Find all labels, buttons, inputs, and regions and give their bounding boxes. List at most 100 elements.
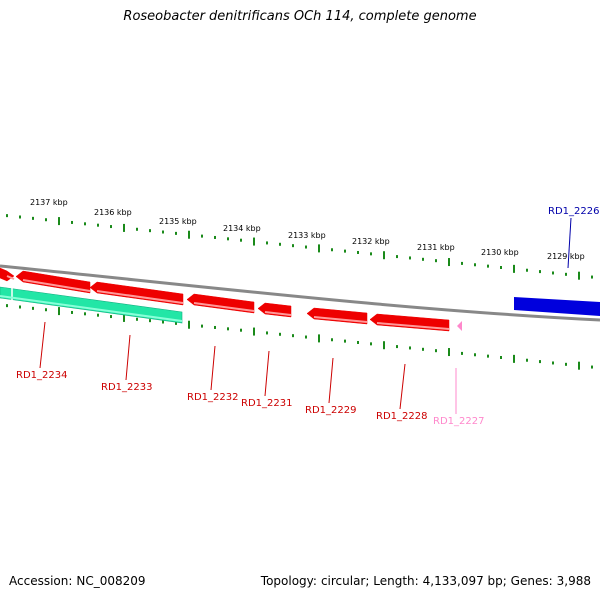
inner-tick: [71, 310, 73, 314]
inner-tick: [19, 305, 21, 309]
inner-tick: [97, 313, 99, 317]
inner-tick: [552, 361, 554, 365]
outer-tick: [58, 217, 60, 226]
accession-value: NC_008209: [76, 574, 146, 588]
outer-tick: [279, 242, 281, 246]
gene-label: RD1_2228: [376, 411, 427, 422]
inner-tick: [162, 320, 164, 324]
inner-tick: [591, 365, 593, 369]
outer-tick: [175, 231, 177, 235]
kbp-label: 2133 kbp: [288, 231, 326, 240]
gene-RD1_2231-shade: [264, 311, 292, 316]
gene-RD1_2233-shade: [96, 290, 184, 304]
inner-tick: [266, 331, 268, 335]
outer-tick: [292, 244, 294, 248]
outer-tick: [383, 251, 385, 260]
outer-tick: [266, 241, 268, 245]
gene-RD1_2228-shade: [376, 322, 450, 330]
outer-tick: [149, 229, 151, 233]
outer-tick: [305, 245, 307, 249]
outer-tick: [45, 218, 47, 222]
kbp-label: 2131 kbp: [417, 243, 455, 252]
inner-tick: [188, 320, 190, 329]
gene-label-leader: [39, 321, 46, 369]
outer-tick: [409, 256, 411, 260]
kbp-label: 2135 kbp: [159, 217, 197, 226]
kbp-label: 2137 kbp: [30, 198, 68, 207]
gene-label: RD1_2234: [16, 370, 67, 381]
gene-label: RD1_2233: [101, 382, 152, 393]
gene-label-leader: [399, 363, 406, 410]
inner-tick: [383, 341, 385, 350]
inner-tick: [58, 307, 60, 316]
inner-tick: [513, 354, 515, 363]
gene-label: RD1_2232: [187, 392, 238, 403]
inner-tick: [292, 334, 294, 338]
gene-RD1_2232-shade: [193, 302, 255, 312]
outer-tick: [487, 264, 489, 268]
inner-tick: [331, 338, 333, 342]
inner-tick: [123, 313, 125, 322]
outer-tick: [370, 252, 372, 256]
outer-tick: [227, 237, 229, 241]
outer-tick: [591, 275, 593, 279]
outer-tick: [500, 266, 502, 269]
kbp-label: 2132 kbp: [352, 237, 390, 246]
outer-tick: [461, 261, 463, 265]
outer-tick: [357, 250, 359, 254]
kbp-label-group: 2137 kbp 2136 kbp 2135 kbp 2134 kbp 2133 kbp…: [30, 198, 585, 261]
gene-RD1_2234-shade: [22, 279, 91, 292]
map-title: Roseobacter denitrificans OCh 114, compl…: [123, 9, 477, 24]
inner-tick: [240, 328, 242, 332]
gene-label-leader: [125, 334, 131, 381]
inner-tick: [422, 347, 424, 351]
outer-tick: [253, 237, 255, 246]
gene-label-leader: [567, 217, 572, 269]
inner-tick: [435, 349, 437, 353]
gene-RD1_2229-shade: [313, 316, 368, 323]
genome-backbone: [0, 264, 600, 322]
outer-tick: [448, 258, 450, 267]
outer-tick-track: [6, 214, 593, 280]
inner-tick: [487, 354, 489, 358]
inner-tick: [32, 306, 34, 310]
gene-label-leader: [210, 345, 216, 391]
inner-tick: [6, 304, 8, 308]
inner-tick: [175, 321, 177, 325]
outer-tick: [188, 230, 190, 239]
outer-tick: [552, 271, 554, 275]
outer-tick: [526, 268, 528, 272]
gene-label-leader: [328, 357, 334, 404]
inner-tick: [279, 332, 281, 336]
inner-tick: [461, 351, 463, 355]
outer-tick: [240, 238, 242, 242]
inner-tick: [344, 339, 346, 343]
inner-tick: [578, 361, 580, 370]
outer-tick: [344, 249, 346, 253]
topology-value: circular;: [320, 574, 370, 588]
outer-tick: [162, 230, 164, 234]
inner-tick: [136, 317, 138, 321]
gene-label-leader: [264, 350, 270, 397]
outer-tick: [123, 223, 125, 232]
genes-label: Genes:: [510, 574, 553, 588]
outer-tick: [578, 271, 580, 280]
inner-tick: [201, 324, 203, 328]
outer-tick: [97, 223, 99, 227]
inner-tick-track: [6, 304, 593, 370]
kbp-label: 2130 kbp: [481, 248, 519, 257]
outer-tick: [201, 234, 203, 238]
gene-feature-group: [0, 267, 600, 332]
topology-label: Topology:: [260, 574, 317, 588]
inner-tick: [565, 362, 567, 366]
gene-RD1_2235-shade: [6, 275, 15, 280]
outer-tick: [331, 248, 333, 252]
outer-tick: [565, 272, 567, 276]
accession-info: Accession: NC_008209: [9, 574, 146, 588]
outer-tick: [19, 215, 21, 219]
outer-tick: [214, 235, 216, 239]
kbp-label: 2134 kbp: [223, 224, 261, 233]
inner-tick: [409, 346, 411, 350]
inner-tick: [318, 334, 320, 343]
outer-tick: [396, 255, 398, 259]
